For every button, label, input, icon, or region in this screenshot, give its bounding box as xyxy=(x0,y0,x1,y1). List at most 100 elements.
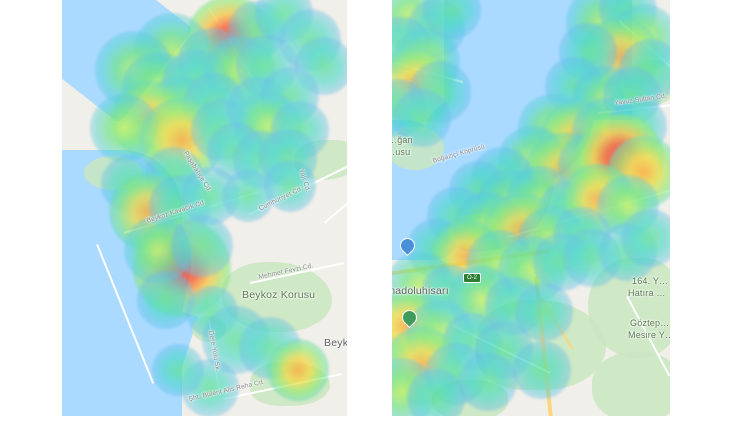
heat-blob xyxy=(392,28,460,96)
heat-blob xyxy=(266,338,330,402)
heat-blob xyxy=(513,341,571,399)
heat-blob xyxy=(476,170,544,238)
heat-blob xyxy=(427,187,485,245)
heat-blob xyxy=(222,170,274,222)
heatmap-layer-right xyxy=(392,0,670,416)
heat-blob xyxy=(278,8,342,72)
heat-blob xyxy=(295,37,347,95)
heatmap-layer-left xyxy=(62,0,347,416)
heat-blob xyxy=(101,155,159,213)
heat-blob xyxy=(407,369,465,416)
heat-blob xyxy=(545,57,603,115)
heat-blob xyxy=(145,147,203,205)
heat-blob xyxy=(485,277,543,335)
heat-blob xyxy=(610,4,670,72)
heat-blob xyxy=(234,92,302,160)
map-label-park-right-nw-2: …usu xyxy=(392,147,411,157)
heat-blob xyxy=(599,0,657,39)
heat-blob xyxy=(392,47,453,125)
heat-blob xyxy=(392,327,461,405)
ferry-pin-icon[interactable] xyxy=(396,234,419,257)
heat-blob xyxy=(466,230,534,298)
heat-blob xyxy=(185,0,275,85)
heat-blob xyxy=(121,51,195,125)
heat-blob xyxy=(506,166,574,234)
map-panel-anadoluhisari[interactable]: O-2 Anadoluhisarı …ğan …usu 164. Y… Hatı… xyxy=(392,0,670,416)
heat-blob xyxy=(95,31,173,109)
heat-blob xyxy=(515,283,573,341)
map-label-park-164y-2: Hatıra … xyxy=(628,288,666,298)
heat-blob xyxy=(90,94,158,162)
map-label-beykoz-korusu-1: Beykoz Korusu xyxy=(242,289,316,301)
heat-blob xyxy=(392,0,444,50)
heat-blob xyxy=(559,23,617,81)
heat-blob xyxy=(475,321,533,379)
heat-blob xyxy=(423,0,481,39)
heat-blob xyxy=(525,133,603,211)
motorway-shield-o2: O-2 xyxy=(463,273,482,283)
heat-blob xyxy=(518,206,586,274)
map-label-park-164y-1: 164. Y… xyxy=(632,276,669,286)
heat-blob xyxy=(498,126,566,194)
heat-blob xyxy=(448,266,516,334)
heat-blob xyxy=(553,207,611,265)
heat-blob xyxy=(618,38,670,102)
heat-blob xyxy=(561,163,635,237)
heat-blob xyxy=(443,313,501,371)
park-pin-icon[interactable] xyxy=(398,306,421,329)
heat-blob xyxy=(137,271,195,329)
heat-blob xyxy=(581,17,659,95)
heat-blob xyxy=(539,101,617,179)
heat-blob xyxy=(140,98,224,182)
heat-blob xyxy=(408,60,472,124)
map-label-park-goztepe-1: Göztep… xyxy=(630,318,670,328)
heat-blob xyxy=(392,289,443,363)
map-label-anadoluhisari: Anadoluhisarı xyxy=(392,285,449,297)
heat-blob xyxy=(459,353,517,411)
heat-blob xyxy=(533,233,591,291)
heat-blob xyxy=(261,67,319,125)
heat-blob xyxy=(424,342,488,406)
heat-blob xyxy=(470,146,534,210)
heat-blob xyxy=(111,81,189,159)
heat-blob xyxy=(124,216,192,284)
heat-blob xyxy=(565,0,639,59)
heat-blob xyxy=(182,72,246,136)
heat-blob xyxy=(226,76,290,140)
heat-blob xyxy=(406,300,474,368)
heat-blob xyxy=(392,358,436,416)
heat-blob xyxy=(483,193,561,271)
park-right-southeast xyxy=(592,352,670,416)
heat-blob xyxy=(454,192,522,260)
heat-blob xyxy=(170,214,234,278)
heat-blob xyxy=(607,135,670,209)
heat-blob xyxy=(235,34,299,98)
heat-blob xyxy=(539,181,597,239)
heat-blob xyxy=(596,174,660,238)
map-label-beykoz: Beykoz xyxy=(324,337,347,349)
heat-blob xyxy=(133,13,211,91)
heat-blob xyxy=(181,167,239,225)
heat-blob xyxy=(207,123,265,181)
heat-blob xyxy=(599,223,657,281)
heat-blob xyxy=(575,113,665,203)
heat-blob xyxy=(228,1,286,59)
heat-blob xyxy=(449,161,507,219)
heat-blob xyxy=(238,316,302,380)
heat-blob xyxy=(132,218,232,318)
heat-blob xyxy=(407,0,465,57)
heat-blob xyxy=(162,50,230,118)
heat-blob xyxy=(392,17,431,75)
heat-blob xyxy=(558,132,626,200)
map-label-park-goztepe-2: Mesire Y… xyxy=(628,330,670,340)
map-panel-beykoz[interactable]: Beykoz Korusu Beykoz Beykoz Kavacık Cd. … xyxy=(62,0,347,416)
heat-blob xyxy=(143,75,217,149)
heat-blob xyxy=(190,98,254,162)
heat-blob xyxy=(152,344,204,396)
heat-blob xyxy=(259,129,317,187)
heat-blob xyxy=(178,28,246,96)
heat-blob xyxy=(621,209,670,267)
heat-blob xyxy=(255,0,313,43)
heat-blob xyxy=(392,79,427,137)
